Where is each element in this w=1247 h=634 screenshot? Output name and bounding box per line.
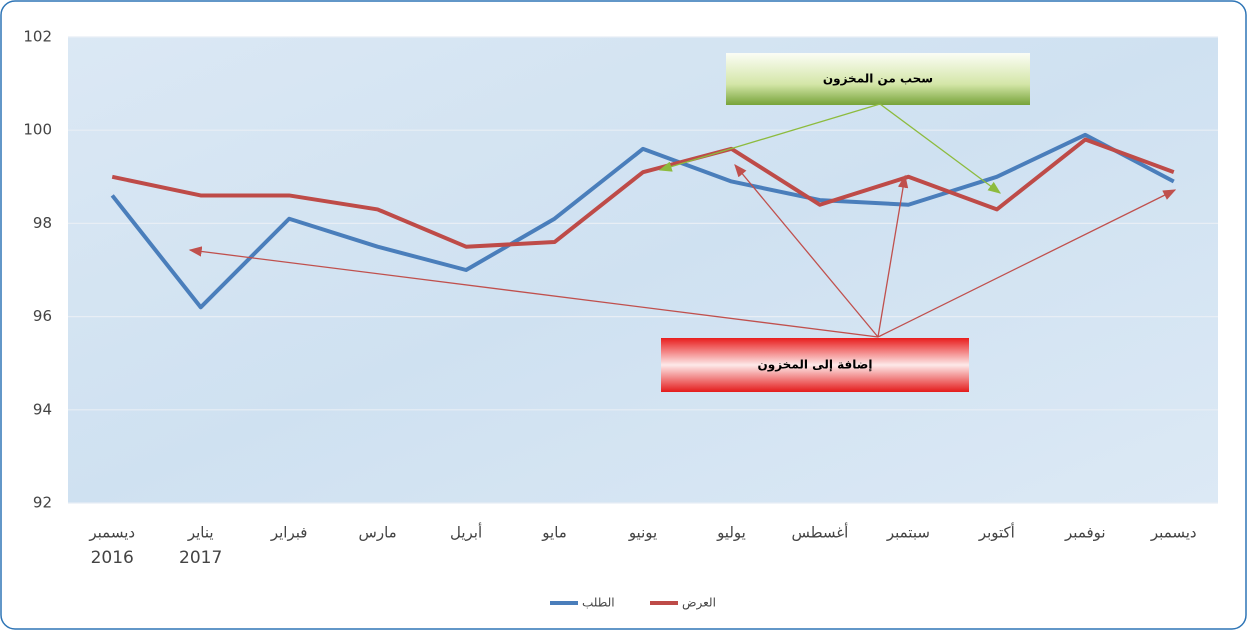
y-tick-label: 100 — [23, 121, 52, 139]
x-tick-label: مايو — [541, 524, 567, 542]
series-line — [110, 132, 1175, 310]
x-tick-label: أكتوبر — [978, 523, 1015, 542]
arrows — [188, 103, 1177, 338]
y-tick-label: 94 — [33, 400, 52, 418]
x-tick-label: يناير — [187, 524, 214, 542]
annotation: إضافة إلى المخزون — [758, 358, 873, 373]
annotation-box — [726, 53, 1030, 105]
x-tick-label: مارس — [359, 524, 397, 542]
annotation-box — [661, 338, 969, 392]
y-tick-label: 92 — [33, 494, 52, 512]
x-tick-label: أبريل — [450, 523, 482, 542]
x-tick-label: 2016 — [91, 548, 134, 568]
x-tick-label: يونيو — [628, 524, 657, 542]
y-tick-label: 96 — [33, 307, 52, 325]
x-tick-label: ديسمبر — [1150, 524, 1197, 542]
x-tick-label: ديسمبر — [88, 524, 135, 542]
x-tick-label: نوفمبر — [1064, 524, 1106, 542]
legend-label: الطلب — [582, 596, 615, 610]
plot-area — [68, 37, 1218, 503]
y-tick-label: 98 — [33, 214, 52, 232]
legend-label: العرض — [682, 596, 716, 611]
x-tick-label: فبراير — [270, 524, 308, 542]
annotation: سحب من المخزون — [823, 72, 933, 87]
x-tick-label: سبتمبر — [886, 524, 930, 542]
x-tick-label: 2017 — [179, 548, 222, 568]
x-tick-label: يوليو — [716, 524, 746, 542]
x-tick-label: أغسطس — [792, 523, 849, 542]
series-line — [111, 137, 1175, 249]
y-tick-label: 102 — [23, 28, 52, 46]
